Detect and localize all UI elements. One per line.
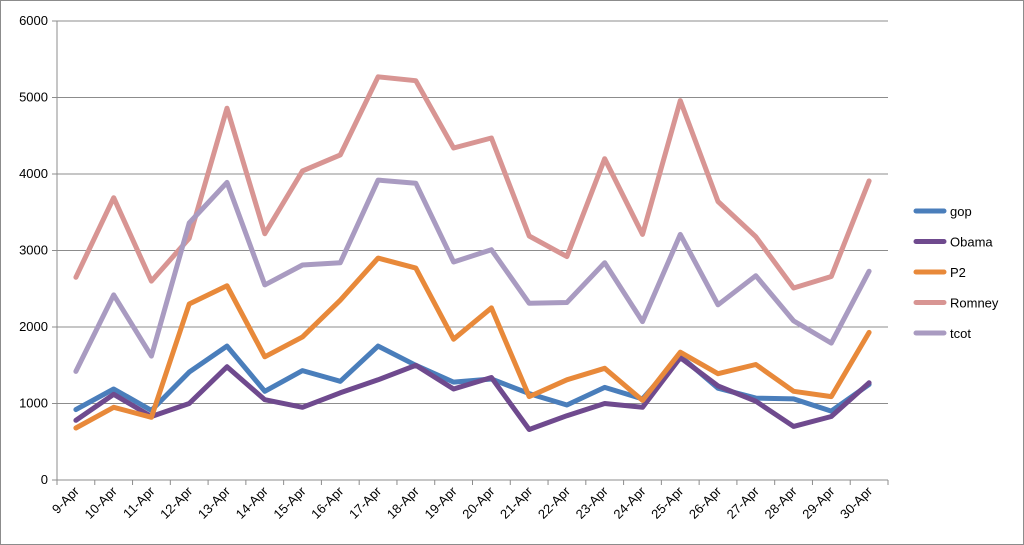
x-tick-label: 28-Apr (761, 483, 800, 522)
y-tick-label: 5000 (19, 90, 48, 105)
x-tick-label: 12-Apr (157, 483, 196, 522)
x-tick-label: 23-Apr (573, 483, 612, 522)
x-tick-label: 29-Apr (799, 483, 838, 522)
series-line-romney (73, 74, 872, 291)
y-tick-label: 0 (41, 472, 48, 487)
legend-label-gop: gop (950, 204, 972, 219)
series-line-p2 (73, 255, 872, 431)
y-tick-label: 2000 (19, 319, 48, 334)
y-tick-label: 3000 (19, 243, 48, 258)
x-tick-label: 13-Apr (195, 483, 234, 522)
series-line-tcot (73, 177, 872, 374)
x-tick-label: 15-Apr (270, 483, 309, 522)
legend-label-romney: Romney (950, 296, 999, 311)
x-tick-label: 27-Apr (724, 483, 763, 522)
y-tick-label: 4000 (19, 166, 48, 181)
x-tick-label: 25-Apr (648, 483, 687, 522)
y-tick-label: 6000 (19, 13, 48, 28)
x-tick-label: 11-Apr (120, 483, 158, 521)
x-tick-label: 16-Apr (308, 483, 347, 522)
x-tick-label: 14-Apr (233, 483, 272, 522)
x-tick-label: 30-Apr (837, 483, 876, 522)
y-tick-label: 1000 (19, 396, 48, 411)
x-tick-label: 10-Apr (82, 483, 121, 522)
legend-label-p2: P2 (950, 265, 966, 280)
legend-label-obama: Obama (950, 235, 993, 250)
x-tick-label: 26-Apr (686, 483, 725, 522)
x-tick-label: 17-Apr (346, 483, 385, 522)
x-tick-label: 21-Apr (497, 483, 536, 522)
series-line-obama (73, 355, 872, 432)
x-tick-label: 24-Apr (610, 483, 649, 522)
x-tick-label: 20-Apr (459, 483, 498, 522)
x-tick-label: 18-Apr (384, 483, 423, 522)
legend-label-tcot: tcot (950, 326, 971, 341)
x-tick-label: 19-Apr (422, 483, 461, 522)
x-tick-label: 9-Apr (49, 483, 83, 517)
x-tick-label: 22-Apr (535, 483, 574, 522)
